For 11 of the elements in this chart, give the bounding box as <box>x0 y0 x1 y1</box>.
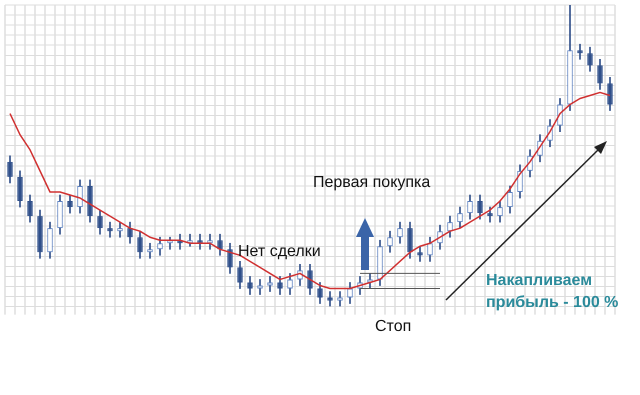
candlestick <box>257 279 263 295</box>
candlestick <box>267 276 273 292</box>
candlestick <box>577 44 583 60</box>
candlestick <box>327 291 333 306</box>
annotation: Первая покупка <box>313 174 430 192</box>
annotation: Нет сделки <box>238 243 321 261</box>
candlestick <box>337 291 343 306</box>
annotation: Накапливаем прибыль - 100 % <box>486 271 620 313</box>
candlestick <box>107 222 113 238</box>
candlestick <box>147 242 153 259</box>
text: Стоп <box>375 318 412 336</box>
